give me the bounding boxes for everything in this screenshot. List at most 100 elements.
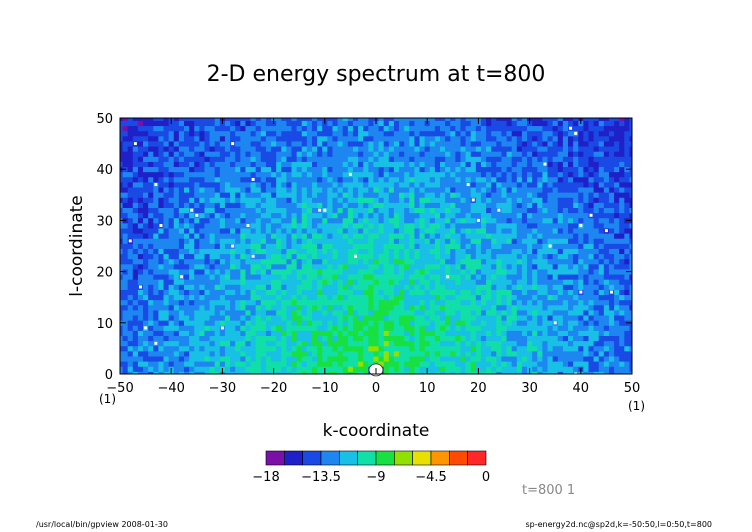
heatmap-cell: [317, 156, 323, 162]
heatmap-cell: [235, 269, 241, 275]
heatmap-cell: [404, 366, 410, 372]
heatmap-cell: [214, 212, 221, 219]
heatmap-cell: [470, 192, 477, 198]
heatmap-cell: [235, 263, 241, 270]
heatmap-cell: [332, 325, 338, 331]
heatmap-cell: [127, 125, 134, 132]
heatmap-cell: [404, 371, 410, 375]
heatmap-cell: [265, 171, 272, 178]
heatmap-cell: [409, 248, 415, 255]
heatmap-cell: [527, 166, 533, 173]
heatmap-cell: [363, 315, 369, 321]
heatmap-cell: [593, 207, 600, 214]
heatmap-cell: [235, 356, 241, 362]
heatmap-cell: [506, 274, 513, 280]
heatmap-cell: [583, 238, 589, 244]
heatmap-cell: [542, 212, 548, 219]
heatmap-cell: [286, 350, 292, 357]
heatmap-cell: [184, 299, 190, 306]
heatmap-cell: [388, 289, 395, 296]
heatmap-cell: [194, 340, 200, 347]
heatmap-cell: [511, 141, 518, 147]
heatmap-cell: [127, 350, 134, 357]
heatmap-cell: [260, 166, 267, 173]
heatmap-cell: [506, 304, 513, 311]
heatmap-cell: [347, 120, 354, 127]
heatmap-cell: [629, 248, 633, 255]
heatmap-cell: [317, 182, 323, 188]
heatmap-cell: [250, 258, 257, 265]
heatmap-cell: [255, 192, 262, 198]
heatmap-cell: [250, 130, 257, 137]
heatmap-cell: [542, 238, 548, 244]
heatmap-cell: [347, 253, 354, 260]
heatmap-cell: [378, 217, 385, 224]
heatmap-cell: [173, 151, 180, 157]
heatmap-cell: [614, 371, 620, 375]
heatmap-cell: [573, 187, 579, 193]
heatmap-cell: [629, 176, 633, 183]
heatmap-cell: [189, 350, 195, 357]
heatmap-cell: [204, 125, 210, 132]
heatmap-cell: [137, 371, 144, 375]
heatmap-cell: [440, 274, 446, 280]
heatmap-cell: [291, 120, 298, 127]
heatmap-cell: [475, 325, 482, 331]
heatmap-cell: [614, 228, 620, 234]
heatmap-cell: [496, 233, 502, 239]
heatmap-cell: [153, 325, 159, 331]
heatmap-cell: [537, 299, 543, 306]
heatmap-cell: [214, 187, 221, 193]
heatmap-cell: [342, 166, 349, 173]
heatmap-cell: [608, 269, 615, 275]
heatmap-cell: [455, 135, 461, 142]
heatmap-cell: [276, 361, 282, 367]
heatmap-cell: [209, 320, 216, 326]
heatmap-cell: [291, 299, 298, 306]
heatmap-cell: [235, 212, 241, 219]
heatmap-cell: [148, 120, 154, 127]
heatmap-cell: [255, 135, 262, 142]
heatmap-cell: [619, 197, 625, 203]
heatmap-cell: [409, 310, 415, 316]
heatmap-cell: [445, 340, 451, 347]
heatmap-cell: [588, 274, 594, 280]
heatmap-cell: [450, 350, 456, 357]
heatmap-cell: [480, 299, 487, 306]
heatmap-cell: [153, 361, 159, 367]
heatmap-cell: [445, 263, 451, 270]
heatmap-cell: [199, 233, 205, 239]
heatmap-cell: [317, 135, 323, 142]
heatmap-cell: [445, 284, 451, 290]
heatmap-cell: [127, 330, 134, 336]
heatmap-cell: [578, 151, 584, 157]
heatmap-cell: [342, 289, 349, 296]
heatmap-cell: [486, 315, 492, 321]
heatmap-cell: [296, 161, 303, 168]
heatmap-cell: [562, 320, 569, 326]
heatmap-cell: [501, 171, 507, 178]
heatmap-cell: [337, 345, 344, 352]
heatmap-cell: [199, 222, 205, 229]
heatmap-cell: [562, 141, 569, 147]
heatmap-cell: [224, 161, 231, 168]
heatmap-cell: [245, 141, 251, 147]
heatmap-cell: [327, 176, 333, 183]
heatmap-cell: [511, 161, 518, 168]
heatmap-cell: [250, 269, 257, 275]
heatmap-cell: [424, 279, 431, 285]
heatmap-cell: [521, 151, 528, 157]
heatmap-cell: [132, 120, 139, 127]
heatmap-cell: [224, 135, 231, 142]
heatmap-cell: [440, 207, 446, 214]
heatmap-cell: [608, 315, 615, 321]
heatmap-cell: [296, 238, 303, 244]
heatmap-cell: [383, 171, 390, 178]
heatmap-cell: [624, 304, 630, 311]
heatmap-cell: [199, 350, 205, 357]
heatmap-cell: [347, 269, 354, 275]
heatmap-cell: [491, 202, 497, 208]
heatmap-cell: [245, 217, 251, 224]
heatmap-cell: [573, 304, 579, 311]
heatmap-cell: [419, 325, 426, 331]
